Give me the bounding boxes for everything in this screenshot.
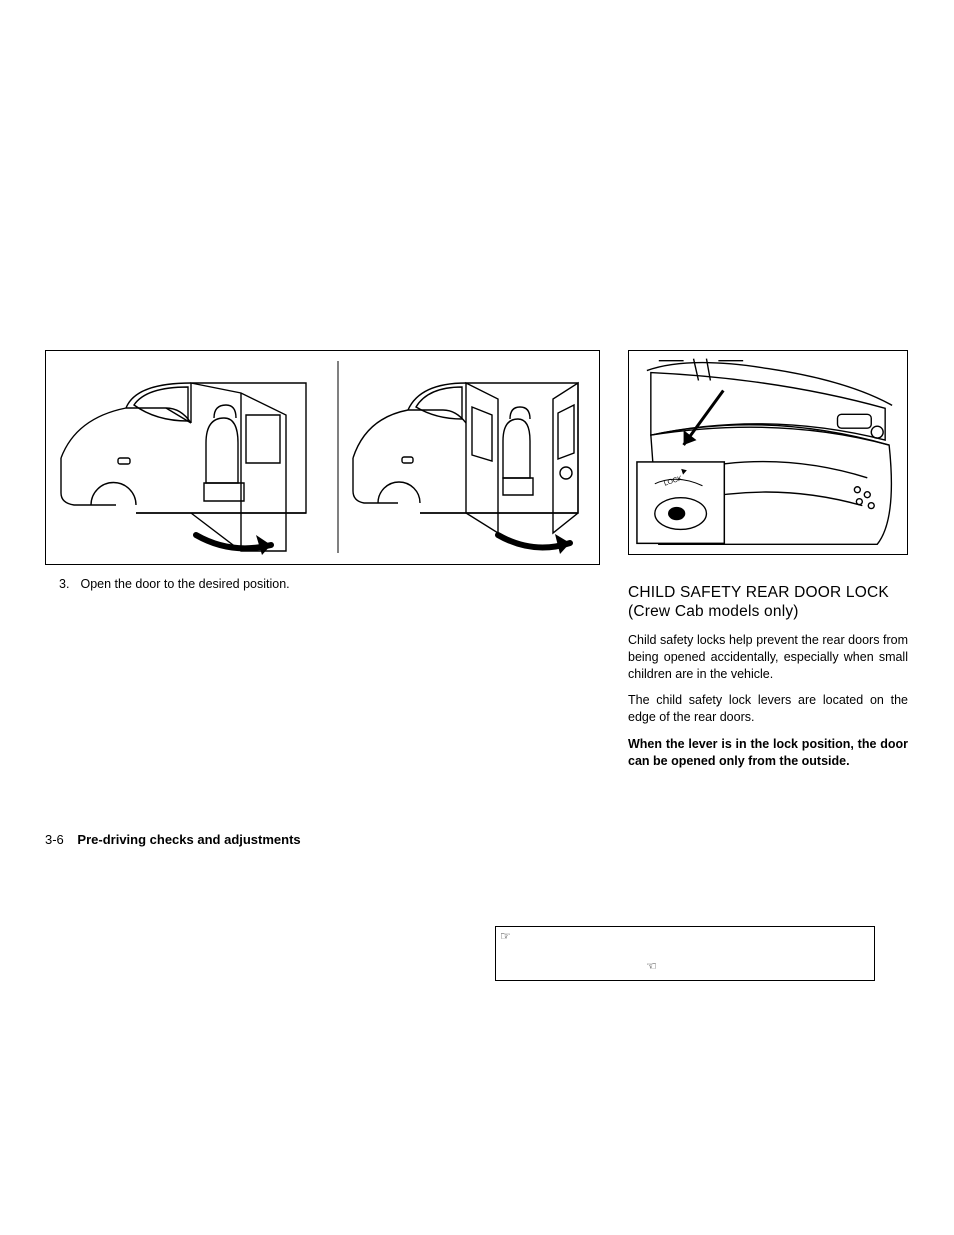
figure-child-lock: LOCK [628, 350, 908, 555]
page-footer: 3-6 Pre-driving checks and adjustments [45, 832, 301, 847]
child-lock-heading: CHILD SAFETY REAR DOOR LOCK (Crew Cab mo… [628, 583, 908, 622]
revision-box: ☞ ☜ [495, 926, 875, 981]
figure-doors-open [45, 350, 600, 565]
child-lock-text: CHILD SAFETY REAR DOOR LOCK (Crew Cab mo… [628, 577, 908, 770]
pointer-icon: ☜ [646, 959, 657, 973]
figures-row: LOCK [45, 350, 915, 565]
page-number: 3-6 [45, 832, 64, 847]
child-lock-p2: The child safety lock levers are located… [628, 692, 908, 726]
pointer-icon: ☞ [500, 929, 511, 943]
step-text: Open the door to the desired position. [80, 577, 289, 591]
step-number: 3. [59, 577, 77, 591]
section-title: Pre-driving checks and adjustments [77, 832, 300, 847]
step-3-caption: 3. Open the door to the desired position… [45, 577, 600, 591]
child-lock-p3: When the lever is in the lock position, … [628, 736, 908, 770]
child-lock-p1: Child safety locks help prevent the rear… [628, 632, 908, 683]
